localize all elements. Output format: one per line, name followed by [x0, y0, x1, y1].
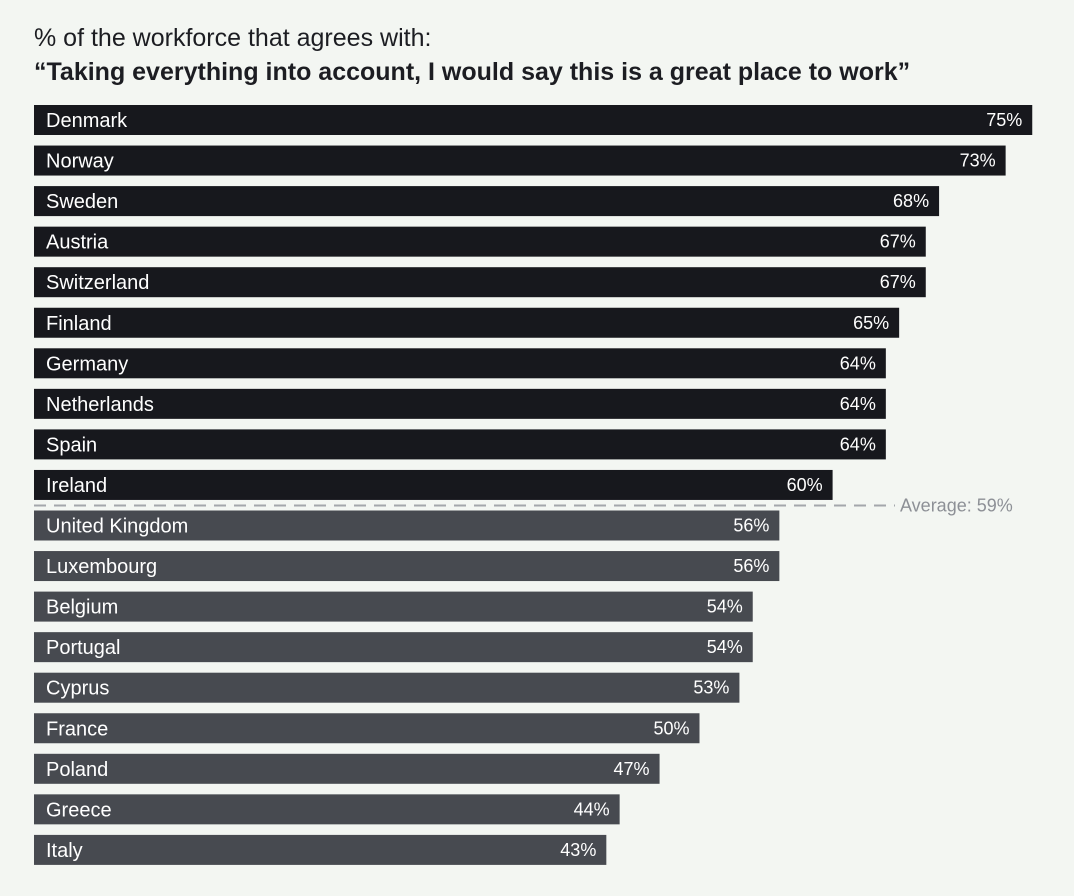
bar: [34, 713, 700, 744]
bar-category-label: Spain: [46, 434, 97, 456]
bar-value-label: 75%: [986, 110, 1022, 130]
chart-title: “Taking everything into account, I would…: [34, 58, 911, 86]
bar-value-label: 53%: [693, 678, 729, 698]
bar: [34, 145, 1006, 176]
chart-subtitle: % of the workforce that agrees with:: [34, 24, 432, 52]
bar: [34, 632, 753, 663]
bar-category-label: Denmark: [46, 110, 128, 132]
bar-value-label: 50%: [653, 718, 689, 738]
bar: [34, 672, 740, 703]
bar-value-label: 67%: [880, 232, 916, 252]
bar-category-label: Norway: [46, 151, 114, 173]
bar: [34, 388, 886, 419]
bar: [34, 469, 833, 500]
bar: [34, 429, 886, 460]
bar-value-label: 67%: [880, 272, 916, 292]
bar-category-label: Germany: [46, 353, 128, 375]
bar-value-label: 54%: [707, 637, 743, 657]
bar: [34, 348, 886, 379]
bar: [34, 794, 620, 825]
bar-value-label: 44%: [574, 799, 610, 819]
bar-value-label: 54%: [707, 597, 743, 617]
bar-category-label: Switzerland: [46, 272, 149, 294]
bar-value-label: 43%: [560, 840, 596, 860]
bar-category-label: Greece: [46, 799, 112, 821]
bar-value-label: 65%: [853, 313, 889, 333]
bar: [34, 591, 753, 622]
bar-value-label: 56%: [733, 556, 769, 576]
bar: [34, 753, 660, 784]
bar-category-label: Netherlands: [46, 394, 154, 416]
bar: [34, 834, 607, 865]
bar: [34, 267, 926, 298]
bar-category-label: Luxembourg: [46, 556, 157, 578]
bar-category-label: United Kingdom: [46, 516, 188, 538]
bar: [34, 105, 1033, 135]
bar-category-label: Belgium: [46, 597, 118, 619]
bar-category-label: Poland: [46, 759, 108, 781]
bar: [34, 186, 940, 217]
bar-category-label: Ireland: [46, 475, 107, 497]
bar-value-label: 68%: [893, 191, 929, 211]
bar: [34, 226, 926, 257]
bar-category-label: France: [46, 718, 108, 740]
bar-value-label: 47%: [614, 759, 650, 779]
bar-value-label: 64%: [840, 394, 876, 414]
average-label: Average: 59%: [900, 496, 1013, 516]
bar: [34, 510, 780, 541]
bar-category-label: Cyprus: [46, 678, 109, 700]
bar-value-label: 56%: [733, 516, 769, 536]
bar-value-label: 64%: [840, 353, 876, 373]
bar-value-label: 60%: [787, 475, 823, 495]
bar-category-label: Italy: [46, 840, 83, 862]
bar-category-label: Sweden: [46, 191, 118, 213]
bar-category-label: Portugal: [46, 637, 121, 659]
bar-category-label: Finland: [46, 313, 112, 335]
bar-category-label: Austria: [46, 232, 109, 254]
bar-value-label: 73%: [960, 151, 996, 171]
bar: [34, 307, 900, 338]
bar-value-label: 64%: [840, 434, 876, 454]
bar: [34, 551, 780, 582]
